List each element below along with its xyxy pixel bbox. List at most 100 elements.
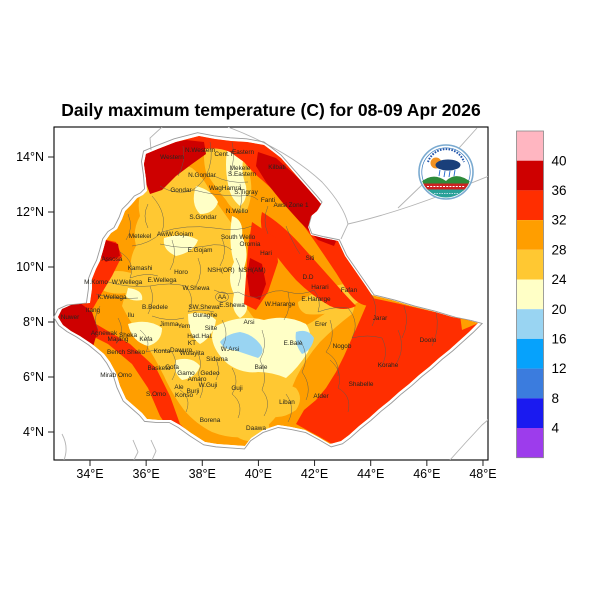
region-label: Ilu <box>128 312 135 319</box>
x-tick-label: 40°E <box>245 467 272 481</box>
legend-tick-label: 32 <box>552 213 567 228</box>
region-label: Awi <box>157 231 167 238</box>
x-tick-label: 34°E <box>76 467 103 481</box>
region-label: Burji <box>187 388 200 395</box>
region-label: SW.Shewa <box>188 304 220 311</box>
region-label: Doolo <box>420 337 437 344</box>
legend-tick-label: 28 <box>552 242 567 257</box>
region-label: Daawa <box>246 425 266 432</box>
region-label: Gofa <box>165 364 179 371</box>
region-label: Agnewak <box>91 330 118 337</box>
region-label: S.Omo <box>146 391 166 398</box>
region-label: Ale <box>174 384 184 391</box>
region-label: Konso <box>175 392 194 399</box>
region-label: Bench Sheko <box>107 349 145 356</box>
region-label: Assosa <box>102 256 123 263</box>
region-label: Gondar <box>170 187 192 194</box>
legend-swatch <box>516 190 544 221</box>
region-label: S.Gondar <box>189 214 217 221</box>
logo-banner <box>423 183 469 190</box>
region-label: Fanti <box>261 197 275 204</box>
legend-tick-label: 40 <box>552 153 567 168</box>
x-tick-label: 36°E <box>133 467 160 481</box>
region-label: Metekel <box>129 233 151 240</box>
region-label: KT <box>188 340 196 347</box>
region-label: Mirab Omo <box>100 372 132 379</box>
region-label: Yem <box>178 323 191 330</box>
x-tick-label: 46°E <box>413 467 440 481</box>
region-label: E.Gojam <box>188 247 213 254</box>
region-label: Hari <box>260 250 272 257</box>
region-label: N.Gondar <box>188 172 217 179</box>
region-label: Afder <box>313 393 329 400</box>
region-label: Eastern <box>232 149 254 156</box>
region-label: S.Eastern <box>228 171 257 178</box>
region-label: Arsi <box>243 319 254 326</box>
region-label: Harari <box>311 284 328 291</box>
region-label: M.Komo <box>84 279 108 286</box>
region-label: Kilbati <box>268 164 285 171</box>
region-label: Hal. <box>201 333 213 340</box>
y-tick-label: 14°N <box>16 150 44 164</box>
region-label: Mekele <box>230 165 251 172</box>
legend-swatch <box>516 220 544 250</box>
region-label: W.Guji <box>199 382 218 389</box>
y-tick-label: 4°N <box>23 425 44 439</box>
region-label: Majang <box>108 336 129 343</box>
legend-tick-label: 16 <box>552 332 567 347</box>
region-label: D.D <box>302 274 313 281</box>
legend-tick-label: 12 <box>552 361 567 376</box>
region-label: Nuwer <box>61 314 80 321</box>
legend-swatch <box>516 131 544 161</box>
legend-frame <box>516 130 544 459</box>
region-label: Dawuro <box>170 347 192 354</box>
region-label: Korahe <box>378 362 399 369</box>
region-label: Siti <box>306 255 315 262</box>
legend-swatch <box>516 279 544 310</box>
region-label: Gamo <box>177 370 195 377</box>
region-label: AA <box>218 294 227 301</box>
x-tick-label: 44°E <box>357 467 384 481</box>
region-label: WagHamra <box>209 185 242 192</box>
region-label: Basketo <box>147 365 171 372</box>
y-tick-label: 6°N <box>23 370 44 384</box>
logo-amharic-arc-text <box>427 148 465 163</box>
region-label: Silte <box>205 325 218 332</box>
region-label: NSH(AM) <box>238 267 265 274</box>
region-label: Jarar <box>373 315 388 322</box>
x-tick-label: 42°E <box>301 467 328 481</box>
legend-swatch <box>516 160 544 191</box>
region-label: Nogob <box>333 343 352 350</box>
region-label: N.Western <box>185 147 216 154</box>
logo-rain-icon <box>438 169 456 178</box>
y-axis: 14°N 12°N 10°N 8°N 6°N 4°N <box>16 150 54 439</box>
region-label: Guraghe <box>193 312 218 319</box>
region-label: E.Shewa <box>219 302 245 309</box>
region-label: Erer <box>315 321 328 328</box>
region-label: Amaro <box>188 376 207 383</box>
legend-swatch <box>516 309 544 339</box>
region-label: W.Shewa <box>183 285 210 292</box>
y-tick-label: 12°N <box>16 205 44 219</box>
x-tick-label: 38°E <box>189 467 216 481</box>
region-label: Guji <box>231 385 242 392</box>
x-axis: 34°E 36°E 38°E 40°E 42°E 44°E 46°E 48°E <box>76 460 497 481</box>
emi-logo <box>418 144 474 200</box>
region-label: Liban <box>279 399 295 406</box>
region-label: Shabelle <box>349 381 374 388</box>
region-label: Sidama <box>206 356 228 363</box>
legend-tick-label: 4 <box>552 421 560 436</box>
region-label: E.Bale <box>284 340 303 347</box>
region-label: B.Bedele <box>142 304 168 311</box>
legend-tick-label: 24 <box>552 272 568 287</box>
legend-swatch <box>516 338 544 369</box>
addis-ababa-ring <box>215 291 229 303</box>
region-label: Gedeo <box>200 370 220 377</box>
x-tick-label: 48°E <box>469 467 496 481</box>
logo-cloud-icon <box>435 159 461 171</box>
region-label: E.Wellega <box>147 277 176 284</box>
region-label: Konta <box>154 348 171 355</box>
